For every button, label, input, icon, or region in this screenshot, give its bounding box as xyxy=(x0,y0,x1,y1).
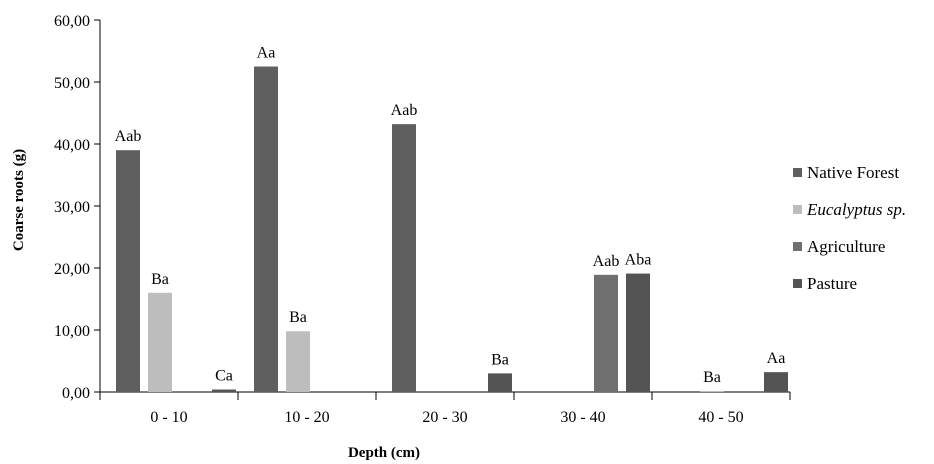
bar-data-label: Ba xyxy=(151,271,169,288)
y-tick-label: 20,00 xyxy=(54,261,90,278)
x-tick-label: 40 - 50 xyxy=(698,409,743,426)
bar xyxy=(626,273,650,392)
bar-data-label: Aba xyxy=(625,252,652,269)
legend: Native Forest Eucalyptus sp. Agriculture Pa… xyxy=(793,163,906,293)
bar xyxy=(764,372,788,392)
bar-data-label: Aab xyxy=(593,253,620,270)
legend-swatch xyxy=(793,279,802,288)
bar-data-label: Aa xyxy=(257,45,276,62)
bar-data-label: Aab xyxy=(115,128,142,145)
bar-data-label: Ca xyxy=(215,368,233,385)
y-tick-label: 0,00 xyxy=(62,385,90,402)
bar-data-label: Ba xyxy=(491,351,509,368)
x-axis-title: Depth (cm) xyxy=(348,445,420,461)
plot-area: 0,00 10,00 20,00 30,00 40,00 50,00 60,00 0 - 10… xyxy=(54,13,791,426)
legend-label: Pasture xyxy=(807,274,857,293)
y-tick-label: 60,00 xyxy=(54,13,90,30)
legend-swatch xyxy=(793,168,802,177)
y-tick-label: 40,00 xyxy=(54,137,90,154)
y-tick-label: 30,00 xyxy=(54,199,90,216)
bar xyxy=(700,391,724,392)
bar xyxy=(148,292,172,392)
bar-data-label: Aab xyxy=(391,102,418,119)
bar xyxy=(254,66,278,392)
y-tick-label: 10,00 xyxy=(54,323,90,340)
legend-label: Native Forest xyxy=(807,163,899,182)
bar xyxy=(392,124,416,392)
bar-data-label: Ba xyxy=(703,369,721,386)
x-tick-label: 20 - 30 xyxy=(422,409,467,426)
bar xyxy=(286,331,310,392)
bar xyxy=(116,150,140,392)
legend-swatch xyxy=(793,242,802,251)
bar xyxy=(212,389,236,392)
y-tick-label: 50,00 xyxy=(54,75,90,92)
x-tick-label: 10 - 20 xyxy=(284,409,329,426)
y-axis-title: Coarse roots (g) xyxy=(11,149,27,251)
x-tick-label: 30 - 40 xyxy=(560,409,605,426)
y-axis-title-group: Coarse roots (g) xyxy=(11,149,27,251)
bar-data-label: Ba xyxy=(289,309,307,326)
x-tick-label: 0 - 10 xyxy=(150,409,187,426)
legend-label: Agriculture xyxy=(807,237,885,256)
legend-label: Eucalyptus sp. xyxy=(806,200,906,219)
bar xyxy=(488,373,512,392)
bar-data-label: Aa xyxy=(767,350,786,367)
legend-swatch xyxy=(793,205,802,214)
bar xyxy=(594,274,618,392)
